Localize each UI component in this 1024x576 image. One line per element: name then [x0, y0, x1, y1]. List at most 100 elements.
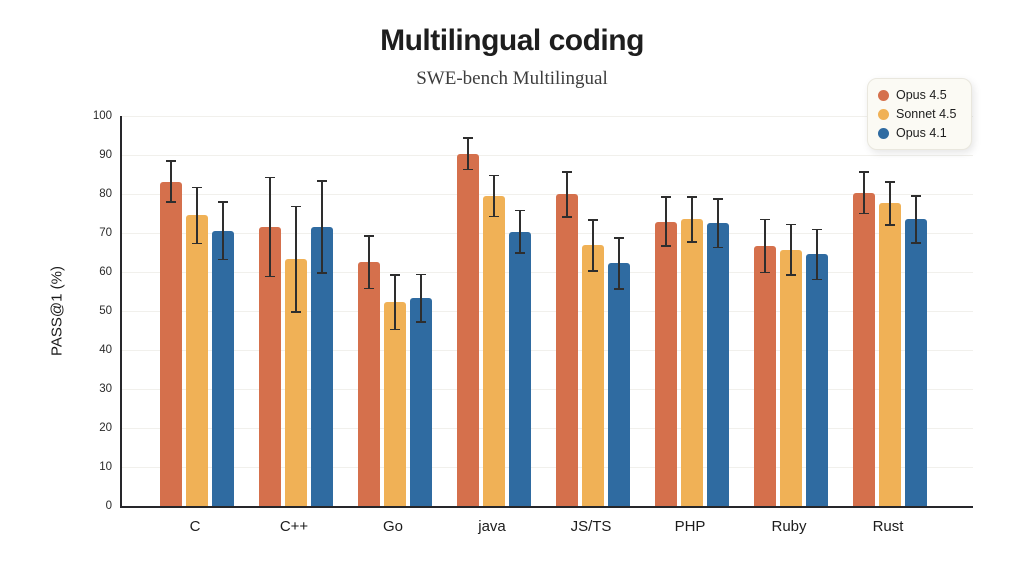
y-tick-label: 0	[105, 500, 112, 512]
error-bar-line	[816, 228, 818, 281]
bar-Opus 4.5-Rust	[853, 192, 875, 506]
plot-area	[120, 115, 973, 508]
error-bar-cap-top	[661, 196, 671, 198]
bar-Opus 4.1-Rust	[905, 219, 927, 506]
bar-Opus 4.1-JS/TS	[608, 263, 630, 506]
error-bar-cap-bottom	[687, 241, 697, 243]
bar-Opus 4.1-java	[509, 231, 531, 506]
chart-subtitle: SWE-bench Multilingual	[416, 68, 608, 89]
bar-slot	[259, 116, 281, 506]
error-bar-cap-top	[364, 235, 374, 237]
error-bar-cap-bottom	[291, 310, 301, 313]
bar-Opus 4.5-PHP	[655, 221, 677, 506]
legend-item-Sonnet 4.5: Sonnet 4.5	[878, 107, 961, 121]
bar-slot	[285, 116, 307, 506]
bar-group-PHP	[655, 116, 729, 506]
error-bar-cap-bottom	[911, 241, 921, 244]
x-tick-label-C++: C++	[279, 518, 309, 535]
error-bar-cap-bottom	[562, 216, 572, 218]
bar-Sonnet 4.5-Ruby	[780, 249, 802, 506]
bar-Opus 4.5-java	[457, 153, 479, 506]
error-bar-cap-bottom	[390, 328, 400, 331]
bar-groups	[122, 116, 973, 506]
bar-Sonnet 4.5-C++	[285, 259, 307, 506]
x-tick-label-Rust: Rust	[872, 518, 904, 535]
error-bar-cap-bottom	[265, 275, 275, 278]
bar-slot	[186, 116, 208, 506]
bar-Opus 4.5-C++	[259, 227, 281, 506]
error-bar-cap-top	[489, 174, 499, 177]
legend-label: Opus 4.5	[896, 88, 947, 102]
bar-slot	[707, 116, 729, 506]
bar-slot	[160, 116, 182, 506]
error-bar-line	[222, 201, 224, 261]
error-bar-line	[790, 223, 792, 276]
error-bar-line	[889, 181, 891, 226]
error-bar-cap-top	[588, 219, 598, 221]
bar-Opus 4.5-Go	[358, 262, 380, 506]
bar-slot	[608, 116, 630, 506]
error-bar-line	[691, 195, 693, 243]
error-bar-line	[493, 174, 495, 218]
error-bar-cap-top	[218, 201, 228, 203]
error-bar-cap-bottom	[885, 224, 895, 226]
error-bar-cap-bottom	[364, 287, 374, 290]
gridline	[122, 427, 973, 429]
bar-slot	[358, 116, 380, 506]
x-tick-label-Ruby: Ruby	[771, 518, 807, 535]
x-tick-label-JS/TS: JS/TS	[570, 518, 612, 535]
y-axis-label: PASS@1 (%)	[48, 266, 66, 356]
error-bar-line	[269, 176, 271, 278]
error-bar-cap-bottom	[489, 215, 499, 218]
bar-slot	[681, 116, 703, 506]
bar-slot	[212, 116, 234, 506]
bar-slot	[754, 116, 776, 506]
error-bar-cap-bottom	[661, 245, 671, 248]
error-bar-cap-top	[291, 205, 301, 208]
legend: Opus 4.5 Sonnet 4.5 Opus 4.1	[867, 78, 972, 150]
legend-item-Opus 4.5: Opus 4.5	[878, 88, 961, 102]
x-tick-label-Go: Go	[382, 518, 403, 535]
error-bar-cap-top	[416, 273, 426, 276]
bar-group-java	[457, 116, 531, 506]
y-tick-label: 90	[99, 149, 112, 161]
bar-Opus 4.1-C++	[311, 227, 333, 506]
error-bar-line	[321, 180, 323, 274]
error-bar-line	[566, 171, 568, 218]
y-tick-label: 20	[99, 422, 112, 434]
error-bar-cap-bottom	[463, 168, 473, 171]
error-bar-cap-bottom	[192, 242, 202, 245]
bar-group-Ruby	[754, 116, 828, 506]
error-bar-cap-top	[911, 195, 921, 197]
error-bar-cap-bottom	[218, 258, 228, 261]
x-axis-labels: C C++ Go java JS/TS PHP Ruby Rust	[120, 518, 1009, 535]
error-bar-line	[665, 196, 667, 248]
error-bar-cap-bottom	[786, 274, 796, 276]
gridline	[122, 310, 973, 312]
bar-slot	[582, 116, 604, 506]
bar-slot	[483, 116, 505, 506]
x-tick-label-PHP: PHP	[674, 518, 706, 535]
bar-Sonnet 4.5-PHP	[681, 219, 703, 506]
bar-slot	[384, 116, 406, 506]
y-tick-label: 60	[99, 266, 112, 278]
bar-Opus 4.1-Ruby	[806, 254, 828, 506]
error-bar-cap-bottom	[760, 271, 770, 274]
bar-Sonnet 4.5-Rust	[879, 203, 901, 506]
bar-Opus 4.5-C	[160, 181, 182, 506]
error-bar-cap-top	[859, 171, 869, 173]
error-bar-line	[915, 195, 917, 244]
bar-slot	[780, 116, 802, 506]
bar-slot	[853, 116, 875, 506]
bar-slot	[556, 116, 578, 506]
y-tick-label: 80	[99, 188, 112, 200]
x-tick-label-java: java	[478, 518, 506, 535]
error-bar-line	[420, 273, 422, 323]
bar-Sonnet 4.5-Go	[384, 302, 406, 506]
error-bar-cap-bottom	[812, 278, 822, 281]
x-tick-label-C: C	[189, 518, 201, 535]
bar-group-Go	[358, 116, 432, 506]
error-bar-line	[863, 171, 865, 215]
gridline	[122, 349, 973, 351]
